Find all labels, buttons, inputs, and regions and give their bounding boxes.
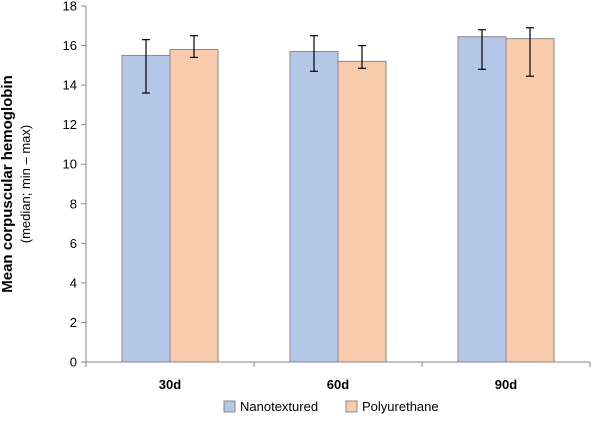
legend-item-nanotextured: Nanotextured	[223, 399, 318, 414]
error-bar-polyurethane-30d	[190, 35, 198, 59]
y-tick-label-16: 16	[63, 38, 77, 53]
legend-swatch-polyurethane	[345, 400, 358, 413]
y-tick-label-18: 18	[63, 0, 77, 14]
legend-label-polyurethane: Polyurethane	[362, 399, 439, 414]
error-bar-polyurethane-90d	[526, 27, 534, 77]
bar-nanotextured-60d	[289, 50, 339, 363]
y-axis-sublabel: (median; min – max)	[18, 125, 33, 243]
y-tick-label-14: 14	[63, 78, 77, 93]
x-tick-label-30d: 30d	[159, 377, 181, 392]
x-tick-label-90d: 90d	[495, 377, 517, 392]
y-ticks-layer: 0 2 4 6 8 10 12 14 16 18	[63, 0, 86, 370]
bar-polyurethane-60d	[337, 60, 387, 363]
bar-polyurethane-30d	[169, 49, 219, 363]
y-tick-label-2: 2	[70, 315, 77, 330]
y-axis-label: Mean corpuscular hemoglobin	[0, 75, 16, 293]
error-bar-polyurethane-60d	[358, 44, 366, 69]
error-bars-layer	[142, 27, 534, 94]
y-tick-label-10: 10	[63, 157, 77, 172]
legend-swatch-nanotextured	[223, 400, 236, 413]
bar-polyurethane-90d	[505, 38, 555, 363]
x-labels-layer: 30d 60d 90d	[159, 377, 517, 392]
y-tick-label-12: 12	[63, 117, 77, 132]
error-bar-nanotextured-30d	[142, 39, 150, 94]
y-tick-label-0: 0	[70, 355, 77, 370]
bar-nanotextured-90d	[457, 36, 507, 363]
bar-nanotextured-30d	[121, 54, 171, 363]
legend: Nanotextured Polyurethane	[223, 399, 439, 414]
axes-layer	[85, 6, 591, 367]
y-tick-label-8: 8	[70, 196, 77, 211]
x-tick-label-60d: 60d	[327, 377, 349, 392]
legend-label-nanotextured: Nanotextured	[240, 399, 318, 414]
y-tick-label-4: 4	[70, 275, 77, 290]
error-bar-nanotextured-60d	[310, 35, 318, 72]
error-bar-nanotextured-90d	[478, 29, 486, 70]
bars-layer	[121, 36, 555, 363]
legend-item-polyurethane: Polyurethane	[345, 399, 439, 414]
y-tick-label-6: 6	[70, 236, 77, 251]
